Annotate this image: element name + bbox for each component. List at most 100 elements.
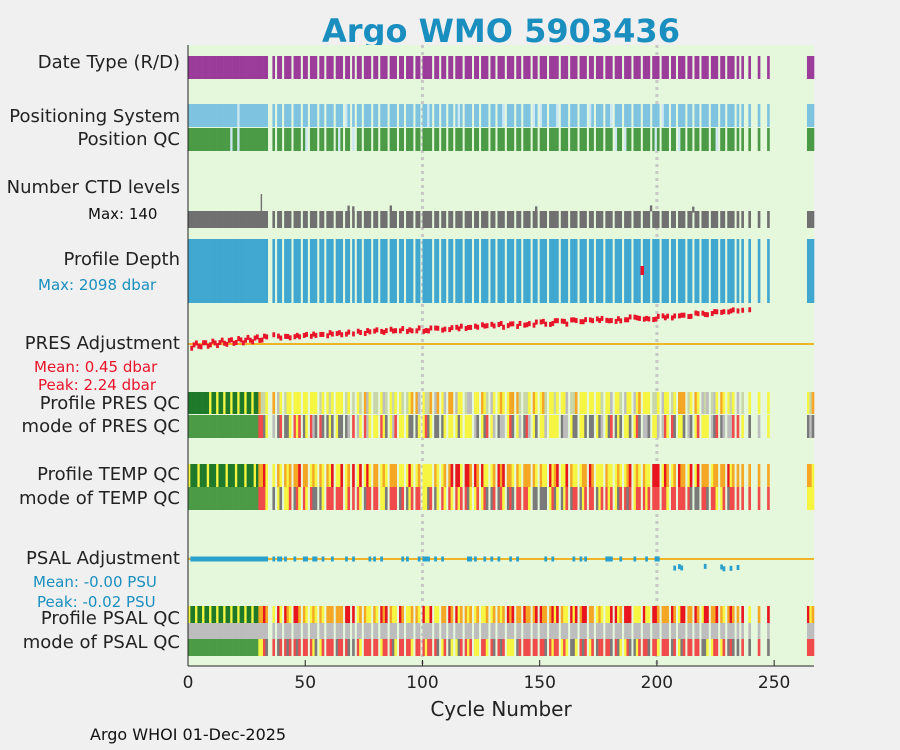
profile-temp-qc-cell-cycle-203	[663, 464, 667, 487]
positioning-cell-cycle-175	[598, 104, 601, 127]
profile-temp-qc-cell-cycle-171	[588, 464, 592, 487]
profile-pres-qc-cell-cycle-163	[570, 392, 573, 414]
profile-depth-bar-cycle-225	[715, 239, 719, 303]
mode-psal-qc-cell-cycle-180	[610, 639, 613, 656]
ctd-levels-bar-cycle-68	[347, 211, 351, 228]
profile-pres-qc-cell-cycle-59	[326, 392, 329, 414]
mode-pres-qc-cell-cycle-9	[209, 415, 212, 438]
mode-psal-qc-cell-cycle-8	[206, 639, 210, 656]
profile-psal-qc-cell-cycle-195	[645, 606, 648, 623]
profile-temp-qc-cell-cycle-179	[607, 464, 611, 487]
psal-grey-cell-cycle-6	[202, 623, 205, 639]
date-type-cell-cycle-216	[694, 56, 698, 79]
mode-psal-qc-cell-cycle-165	[574, 639, 578, 656]
profile-depth-bar-cycle-112	[450, 239, 454, 303]
mode-psal-qc-cell-cycle-21	[237, 639, 240, 656]
ctd-levels-bar-cycle-123	[476, 211, 480, 228]
pres-adjustment-mark-169	[584, 317, 587, 323]
profile-depth-bar-cycle-178	[605, 239, 608, 303]
date-type-cell-cycle-59	[326, 56, 329, 79]
profile-depth-bar-cycle-54	[314, 239, 318, 303]
mode-temp-qc-cell-cycle-17	[227, 487, 231, 510]
date-type-cell-cycle-224	[713, 56, 716, 79]
psal-adjustment-mark-57	[321, 556, 325, 562]
psal-grey-cell-cycle-175	[598, 623, 601, 639]
positioning-cell-cycle-227	[720, 104, 723, 127]
profile-temp-qc-cell-cycle-93	[406, 464, 409, 487]
profile-temp-qc-cell-cycle-157	[556, 464, 559, 487]
mode-psal-qc-cell-cycle-52	[309, 639, 313, 656]
profile-pres-qc-cell-cycle-115	[457, 392, 461, 414]
profile-psal-qc-cell-cycle-14	[220, 606, 224, 623]
profile-psal-qc-cell-cycle-54	[314, 606, 318, 623]
mode-temp-qc-cell-cycle-63	[335, 487, 339, 510]
psal-grey-cell-cycle-54	[314, 623, 318, 639]
mode-temp-qc-cell-cycle-221	[706, 487, 709, 510]
positioning-cell-cycle-224	[713, 104, 716, 127]
mode-psal-qc-cell-cycle-203	[663, 639, 667, 656]
profile-depth-bar-cycle-156	[553, 239, 557, 303]
date-type-cell-cycle-61	[331, 56, 334, 79]
positioning-cell-cycle-5	[199, 104, 203, 127]
profile-pres-qc-cell-cycle-178	[605, 392, 608, 414]
psal-grey-cell-cycle-125	[481, 623, 484, 639]
profile-temp-qc-cell-cycle-9	[209, 464, 212, 487]
mode-pres-qc-cell-cycle-39	[279, 415, 283, 438]
profile-depth-bar-cycle-175	[598, 239, 601, 303]
date-type-cell-cycle-82	[380, 56, 383, 79]
position-qc-cell-cycle-239	[748, 128, 751, 151]
positioning-cell-cycle-168	[581, 104, 585, 127]
profile-pres-qc-cell-cycle-129	[490, 392, 494, 414]
mode-pres-qc-cell-cycle-42	[286, 415, 290, 438]
pres-adjustment-mark-1	[190, 345, 194, 351]
profile-pres-qc-cell-cycle-29	[255, 392, 259, 414]
positioning-cell-cycle-161	[565, 104, 569, 127]
positioning-cell-cycle-41	[284, 104, 287, 127]
date-type-cell-cycle-70	[352, 56, 355, 79]
profile-temp-qc-cell-cycle-65	[340, 464, 344, 487]
mode-psal-qc-cell-cycle-160	[563, 639, 566, 656]
mode-pres-qc-cell-cycle-210	[680, 415, 684, 438]
profile-pres-qc-cell-cycle-45	[293, 392, 297, 414]
ctd-levels-bar-cycle-207	[673, 211, 676, 228]
profile-pres-qc-cell-cycle-93	[406, 392, 409, 414]
mode-psal-qc-cell-cycle-9	[209, 639, 212, 656]
ctd-levels-bar-cycle-147	[532, 211, 536, 228]
mode-temp-qc-cell-cycle-230	[727, 487, 730, 510]
pres-adjustment-mark-111	[448, 327, 451, 333]
positioning-cell-cycle-169	[584, 104, 587, 127]
ctd-levels-bar-cycle-23	[241, 211, 245, 228]
mode-temp-qc-cell-cycle-213	[687, 487, 691, 510]
positioning-cell-cycle-230	[727, 104, 730, 127]
profile-pres-qc-cell-cycle-56	[319, 392, 322, 414]
position-qc-cell-cycle-79	[373, 128, 376, 151]
profile-psal-qc-cell-cycle-171	[588, 606, 592, 623]
psal-grey-cell-cycle-47	[298, 623, 301, 639]
date-type-cell-cycle-68	[347, 56, 351, 79]
mode-pres-qc-cell-cycle-157	[556, 415, 559, 438]
profile-depth-bar-cycle-143	[523, 239, 526, 303]
ctd-levels-bar-cycle-8	[206, 211, 210, 228]
psal-grey-cell-cycle-63	[335, 623, 339, 639]
psal-grey-cell-cycle-138	[511, 623, 515, 639]
mode-psal-qc-cell-cycle-144	[525, 639, 529, 656]
profile-depth-bar-cycle-31	[260, 239, 264, 303]
profile-pres-qc-cell-cycle-111	[448, 392, 451, 414]
mode-pres-qc-cell-cycle-6	[202, 415, 205, 438]
psal-adjustment-mark-50	[305, 556, 308, 562]
profile-pres-qc-cell-cycle-132	[497, 392, 501, 414]
psal-adjustment-mark-45	[293, 556, 297, 562]
positioning-cell-cycle-119	[467, 104, 470, 127]
ctd-levels-bar-cycle-132	[497, 211, 501, 228]
profile-depth-bar-cycle-216	[694, 239, 698, 303]
profile-pres-qc-cell-cycle-30	[258, 392, 261, 414]
psal-grey-cell-cycle-176	[600, 623, 604, 639]
mode-temp-qc-cell-cycle-214	[689, 487, 693, 510]
date-type-cell-cycle-133	[499, 56, 503, 79]
profile-pres-qc-cell-cycle-41	[284, 392, 287, 414]
date-type-cell-cycle-36	[272, 56, 276, 79]
mode-psal-qc-cell-cycle-234	[736, 639, 740, 656]
psal-grey-cell-cycle-25	[246, 623, 250, 639]
mode-pres-qc-cell-cycle-204	[666, 415, 669, 438]
psal-adjustment-mark-16	[225, 556, 229, 562]
